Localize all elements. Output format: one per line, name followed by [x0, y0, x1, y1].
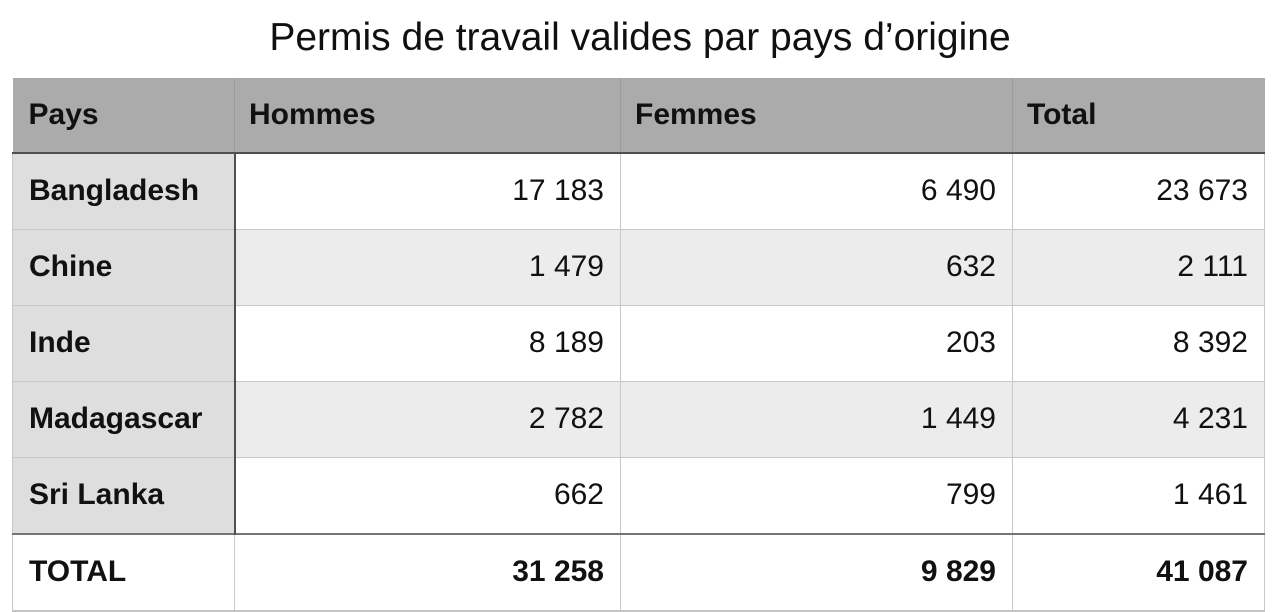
total-cell: 4 231: [1012, 381, 1265, 458]
hommes-cell: 662: [234, 457, 621, 535]
total-cell: 1 461: [1012, 457, 1265, 535]
table-row-madagascar: Madagascar 2 782 1 449 4 231: [12, 381, 1265, 458]
hommes-cell: 1 479: [234, 229, 621, 306]
total-cell: 23 673: [1012, 152, 1265, 230]
column-header-femmes: Femmes: [620, 77, 1013, 154]
femmes-cell: 203: [620, 305, 1013, 382]
country-cell: Madagascar: [12, 381, 236, 458]
country-cell: Inde: [12, 305, 236, 382]
femmes-cell: 1 449: [620, 381, 1013, 458]
column-header-total: Total: [1012, 77, 1265, 154]
total-row-label: TOTAL: [12, 532, 235, 612]
column-header-hommes: Hommes: [234, 77, 621, 154]
femmes-cell: 632: [620, 229, 1013, 306]
total-row-femmes-cell: 9 829: [620, 532, 1013, 612]
country-cell: Bangladesh: [12, 152, 236, 230]
total-row-total-cell: 41 087: [1012, 532, 1265, 612]
femmes-cell: 799: [620, 457, 1013, 535]
hommes-cell: 8 189: [234, 305, 621, 382]
header-row: Pays Hommes Femmes Total: [12, 77, 1265, 154]
hommes-cell: 17 183: [234, 152, 621, 230]
table-row-bangladesh: Bangladesh 17 183 6 490 23 673: [12, 152, 1265, 230]
column-header-pays: Pays: [12, 77, 235, 154]
femmes-cell: 6 490: [620, 152, 1013, 230]
work-permits-table: Pays Hommes Femmes Total Bangladesh 17 1…: [12, 77, 1265, 612]
country-cell: Chine: [12, 229, 236, 306]
hommes-cell: 2 782: [234, 381, 621, 458]
table-row-chine: Chine 1 479 632 2 111: [12, 229, 1265, 306]
table-row-inde: Inde 8 189 203 8 392: [12, 305, 1265, 382]
total-row: TOTAL 31 258 9 829 41 087: [12, 532, 1265, 612]
country-cell: Sri Lanka: [12, 457, 236, 535]
total-cell: 2 111: [1012, 229, 1265, 306]
page-title: Permis de travail valides par pays d’ori…: [269, 16, 1011, 59]
total-row-hommes-cell: 31 258: [234, 532, 621, 612]
total-cell: 8 392: [1012, 305, 1265, 382]
table-row-sri-lanka: Sri Lanka 662 799 1 461: [12, 457, 1265, 535]
